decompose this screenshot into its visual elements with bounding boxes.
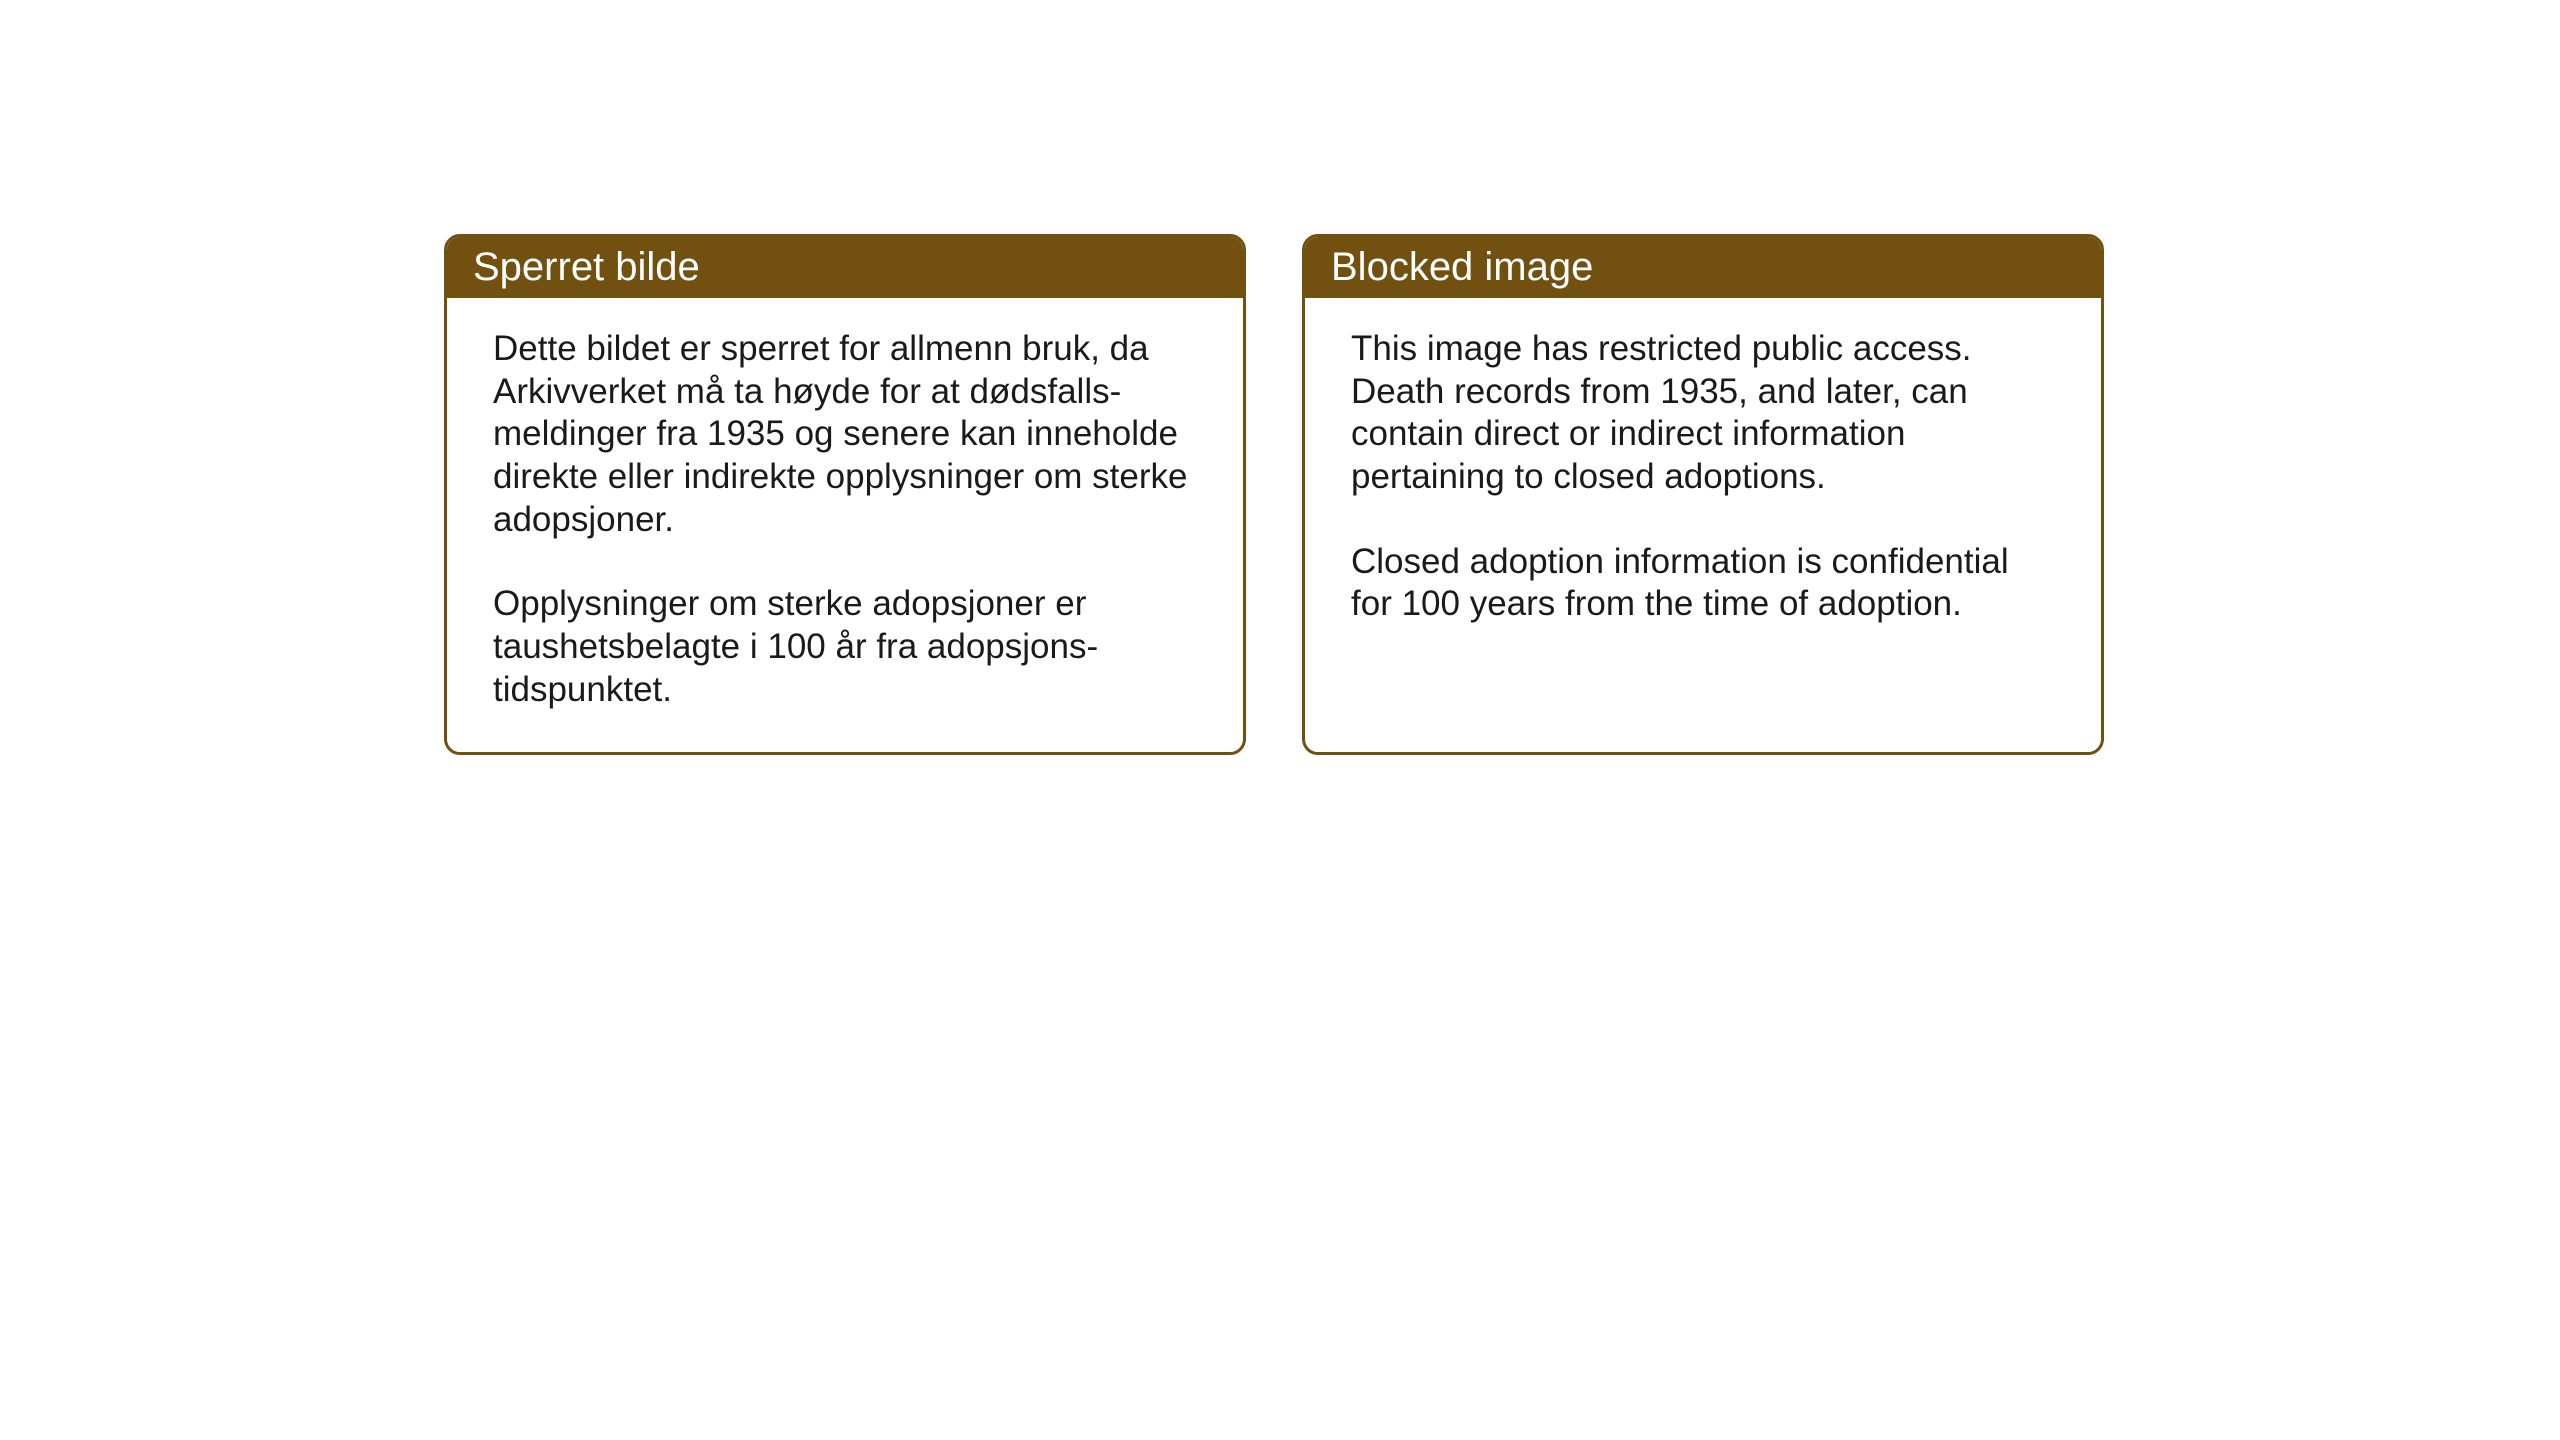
notice-box-english: Blocked image This image has restricted … — [1302, 234, 2104, 755]
notice-paragraph: Dette bildet er sperret for allmenn bruk… — [493, 328, 1197, 541]
notice-body-english: This image has restricted public access.… — [1305, 298, 2101, 666]
notice-paragraph: Closed adoption information is confident… — [1351, 541, 2055, 626]
notice-container: Sperret bilde Dette bildet er sperret fo… — [444, 234, 2104, 755]
notice-paragraph: This image has restricted public access.… — [1351, 328, 2055, 499]
notice-body-norwegian: Dette bildet er sperret for allmenn bruk… — [447, 298, 1243, 752]
notice-header-english: Blocked image — [1305, 237, 2101, 298]
notice-box-norwegian: Sperret bilde Dette bildet er sperret fo… — [444, 234, 1246, 755]
notice-paragraph: Opplysninger om sterke adopsjoner er tau… — [493, 583, 1197, 711]
notice-header-norwegian: Sperret bilde — [447, 237, 1243, 298]
